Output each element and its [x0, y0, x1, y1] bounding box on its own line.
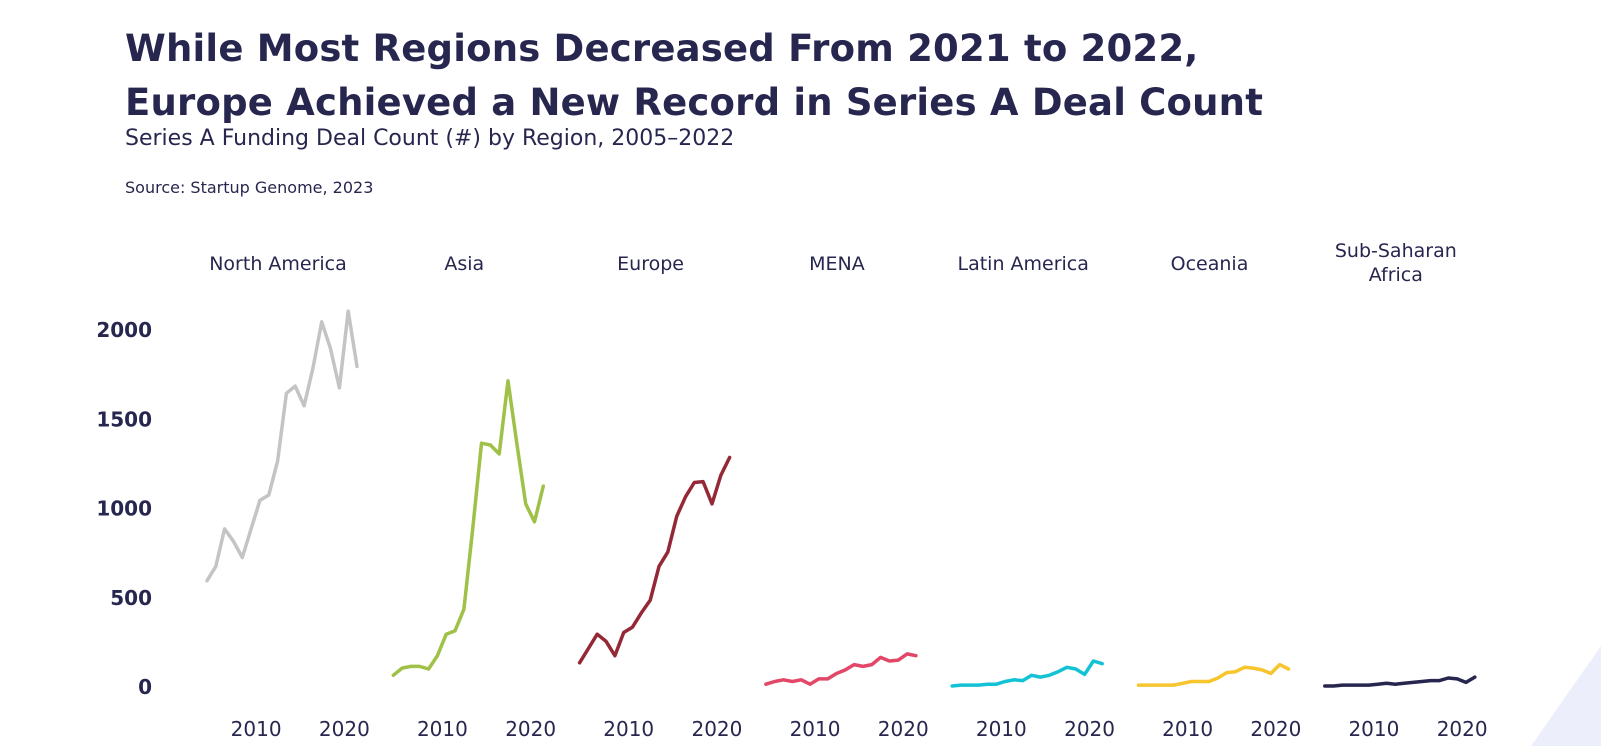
chart-title: While Most Regions Decreased From 2021 t…	[125, 22, 1263, 130]
series-line-oceania	[1136, 662, 1291, 687]
series-line-latin-america	[950, 659, 1104, 688]
series-line-europe	[577, 455, 732, 665]
y-tick-label-500: 500	[110, 586, 152, 610]
series-line-sub-saharan-africa	[1323, 675, 1477, 688]
x-tick-label-oceania-2020: 2020	[1250, 717, 1301, 741]
x-tick-label-north-america-2020: 2020	[319, 717, 370, 741]
x-tick-label-asia-2010: 2010	[417, 717, 468, 741]
x-tick-label-latin-america-2010: 2010	[976, 717, 1027, 741]
x-tick-label-latin-america-2020: 2020	[1064, 717, 1115, 741]
y-tick-label-1500: 1500	[96, 407, 152, 431]
panel-label-asia: Asia	[444, 253, 484, 275]
y-tick-label-2000: 2000	[96, 318, 152, 342]
source-note: Source: Startup Genome, 2023	[125, 178, 374, 197]
panel-label-sub-saharan-africa-line-2: Africa	[1369, 264, 1423, 286]
series-line-asia	[391, 379, 546, 678]
panel-label-mena: MENA	[809, 253, 865, 275]
x-tick-label-oceania-2010: 2010	[1162, 717, 1213, 741]
panel-label-oceania: Oceania	[1171, 253, 1249, 275]
y-tick-label-0: 0	[138, 675, 152, 699]
x-tick-label-asia-2020: 2020	[505, 717, 556, 741]
chart-title-line-1: While Most Regions Decreased From 2021 t…	[125, 27, 1199, 70]
panel-label-north-america: North America	[209, 253, 347, 275]
chart-title-line-2: Europe Achieved a New Record in Series A…	[125, 81, 1264, 124]
series-line-north-america	[205, 309, 359, 583]
x-tick-label-europe-2020: 2020	[691, 717, 742, 741]
panel-label-sub-saharan-africa-line-1: Sub-Saharan	[1335, 240, 1457, 262]
chart-subtitle: Series A Funding Deal Count (#) by Regio…	[125, 126, 735, 151]
panel-label-europe: Europe	[617, 253, 684, 275]
panel-label-latin-america: Latin America	[957, 253, 1088, 275]
y-tick-label-1000: 1000	[96, 497, 152, 521]
x-tick-label-mena-2010: 2010	[790, 717, 841, 741]
decorative-corner-shape	[1531, 646, 1601, 746]
series-line-mena	[764, 652, 918, 686]
x-tick-label-sub-saharan-africa-2020: 2020	[1437, 717, 1488, 741]
x-tick-label-europe-2010: 2010	[603, 717, 654, 741]
x-tick-label-mena-2020: 2020	[878, 717, 929, 741]
x-tick-label-north-america-2010: 2010	[231, 717, 282, 741]
x-tick-label-sub-saharan-africa-2010: 2010	[1348, 717, 1399, 741]
